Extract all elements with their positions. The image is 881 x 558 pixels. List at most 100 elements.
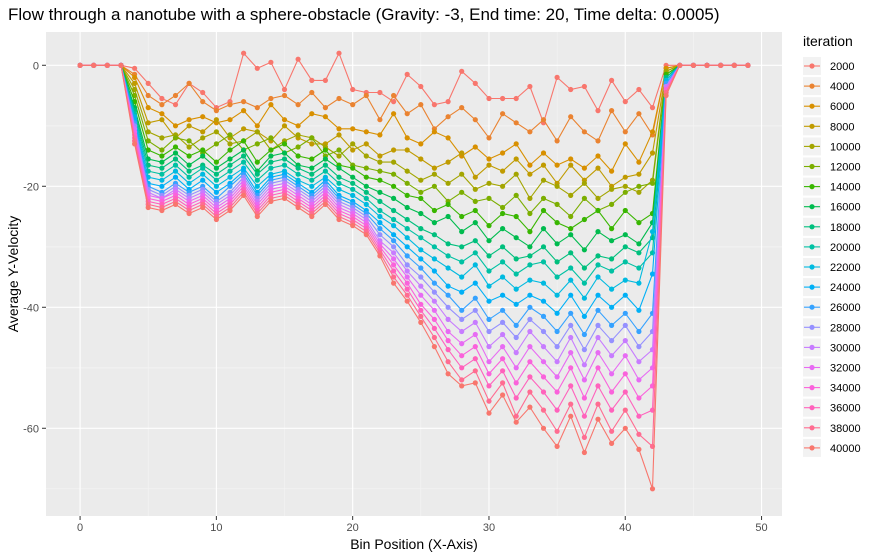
data-point bbox=[213, 216, 219, 223]
legend-item: 32000 bbox=[803, 358, 861, 377]
legend-key-point bbox=[809, 324, 815, 330]
data-point bbox=[540, 117, 547, 123]
data-point bbox=[418, 102, 424, 108]
data-point bbox=[500, 226, 506, 232]
data-point bbox=[609, 268, 615, 274]
data-point bbox=[322, 77, 328, 83]
data-point bbox=[568, 162, 574, 168]
data-point bbox=[213, 171, 219, 177]
data-point bbox=[445, 316, 451, 322]
data-point bbox=[459, 244, 465, 250]
data-point bbox=[513, 301, 519, 307]
data-point bbox=[391, 244, 397, 250]
data-point bbox=[172, 92, 179, 99]
legend-key-point bbox=[809, 264, 815, 270]
data-point bbox=[391, 171, 397, 177]
data-point bbox=[649, 229, 656, 235]
data-point bbox=[241, 138, 247, 144]
data-point bbox=[459, 316, 465, 322]
data-point bbox=[268, 95, 274, 102]
data-point bbox=[145, 129, 151, 135]
data-point bbox=[527, 404, 533, 410]
data-point bbox=[159, 95, 165, 102]
data-point bbox=[336, 132, 342, 138]
data-point bbox=[418, 319, 424, 325]
data-point bbox=[486, 371, 492, 377]
data-point bbox=[554, 138, 560, 144]
data-point bbox=[363, 232, 369, 238]
data-point bbox=[268, 147, 274, 153]
data-point bbox=[500, 292, 506, 298]
data-point bbox=[459, 189, 465, 195]
data-point bbox=[391, 216, 397, 223]
data-point bbox=[486, 195, 492, 201]
data-point bbox=[159, 183, 165, 189]
data-point bbox=[322, 147, 328, 153]
data-point bbox=[500, 344, 506, 350]
data-point bbox=[500, 331, 506, 338]
data-point bbox=[431, 268, 437, 274]
legend-label: 30000 bbox=[830, 342, 861, 354]
data-point bbox=[513, 192, 519, 198]
legend-label: 6000 bbox=[830, 101, 854, 113]
data-point bbox=[418, 307, 424, 313]
y-axis-title: Average Y-Velocity bbox=[5, 216, 21, 333]
data-point bbox=[486, 398, 492, 404]
data-point bbox=[459, 229, 465, 235]
legend-label: 28000 bbox=[830, 322, 861, 334]
data-point bbox=[568, 334, 574, 341]
data-point bbox=[568, 322, 574, 328]
data-point bbox=[472, 356, 478, 362]
data-point bbox=[377, 168, 383, 174]
data-point bbox=[513, 235, 519, 241]
data-point bbox=[254, 141, 260, 147]
data-point bbox=[513, 213, 519, 220]
data-point bbox=[622, 207, 628, 214]
data-point bbox=[227, 168, 233, 174]
data-point bbox=[486, 268, 492, 274]
data-point bbox=[418, 210, 424, 217]
data-point bbox=[391, 92, 397, 99]
data-point bbox=[404, 204, 410, 211]
data-point bbox=[581, 434, 588, 440]
data-point bbox=[486, 359, 492, 365]
data-point bbox=[609, 353, 615, 359]
data-point bbox=[554, 328, 560, 335]
data-point bbox=[377, 198, 383, 204]
data-point bbox=[486, 328, 492, 335]
data-point bbox=[540, 298, 547, 304]
data-point bbox=[622, 232, 628, 238]
data-point bbox=[159, 111, 165, 117]
data-point bbox=[186, 174, 192, 180]
data-point bbox=[581, 129, 588, 135]
data-point bbox=[500, 210, 506, 217]
data-point bbox=[472, 117, 478, 123]
data-point bbox=[500, 204, 506, 211]
data-point bbox=[486, 162, 492, 168]
data-point bbox=[622, 310, 628, 316]
data-point bbox=[336, 174, 342, 180]
data-point bbox=[445, 304, 451, 310]
data-point bbox=[459, 328, 465, 335]
data-point bbox=[690, 62, 697, 68]
data-point bbox=[540, 244, 547, 250]
data-point bbox=[472, 186, 478, 192]
data-point bbox=[554, 389, 560, 395]
data-point bbox=[500, 356, 506, 362]
data-point bbox=[554, 274, 560, 280]
data-point bbox=[500, 380, 506, 386]
legend-label: 36000 bbox=[830, 403, 861, 415]
data-point bbox=[431, 102, 437, 108]
data-point bbox=[540, 207, 547, 214]
legend-label: 26000 bbox=[830, 302, 861, 314]
data-point bbox=[200, 129, 206, 135]
data-point bbox=[309, 111, 315, 117]
data-point bbox=[91, 62, 97, 68]
data-point bbox=[431, 344, 437, 350]
data-point bbox=[540, 344, 547, 350]
legend-item: 36000 bbox=[803, 398, 861, 417]
data-point bbox=[377, 226, 383, 232]
data-point bbox=[500, 150, 506, 156]
data-point bbox=[350, 174, 356, 180]
data-point bbox=[132, 74, 138, 80]
